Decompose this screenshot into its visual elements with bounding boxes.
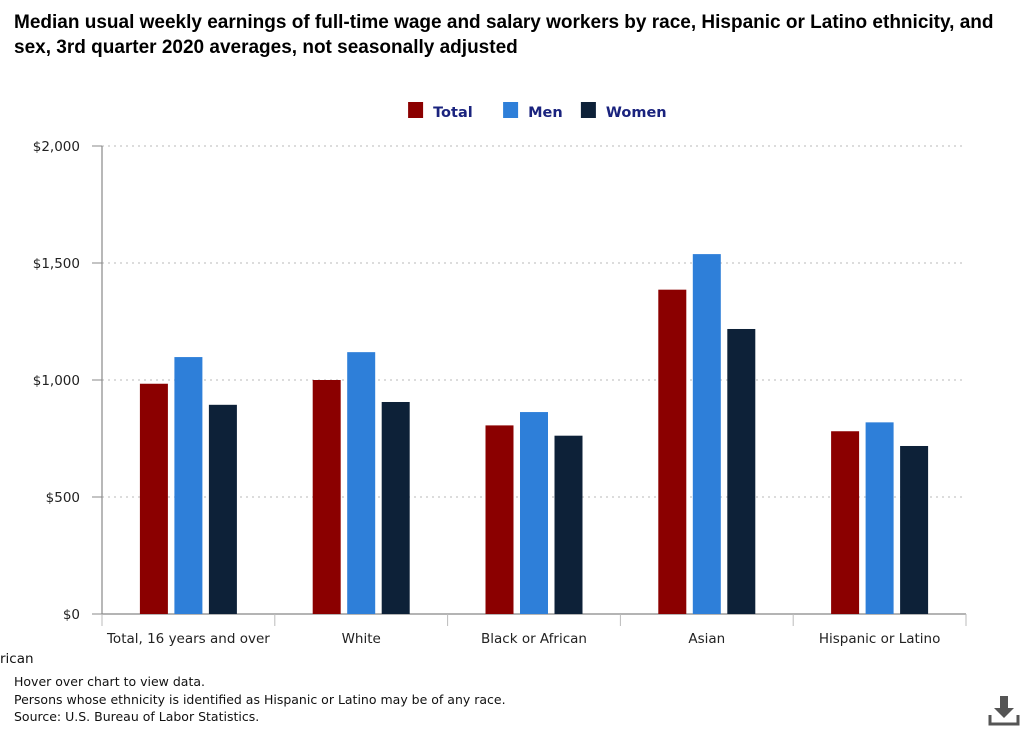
y-tick-label: $500 (46, 490, 80, 506)
bar-women[interactable]: Women, Asian: $1,218 (727, 328, 756, 614)
y-tick-label: $2,000 (33, 139, 80, 155)
bar-total[interactable]: Total, Asian: $1,386 (658, 289, 687, 614)
bar-chart[interactable]: Total Men Women $0 $500 $1,000 $1,500 $2,000 T… (0, 0, 1024, 660)
download-icon[interactable] (987, 693, 1021, 727)
x-axis: Total, 16 years and over White Black or Af… (101, 613, 967, 647)
bar-women[interactable]: Women, Black or African: $762 (554, 435, 583, 614)
bars[interactable]: Total, Total, 16 years and over: $984Men… (139, 254, 929, 614)
legend-label-women[interactable]: Women (606, 105, 667, 121)
footnote-hover: Hover over chart to view data. (14, 674, 205, 689)
bar-total[interactable]: Total, Black or African: $806 (485, 425, 514, 614)
footnote-source: Source: U.S. Bureau of Labor Statistics. (14, 709, 260, 724)
legend-swatch-men[interactable] (503, 102, 519, 118)
legend[interactable]: Total Men Women (408, 102, 667, 121)
y-tick-label: $1,000 (33, 373, 80, 389)
x-tick-label: Asian (688, 631, 725, 647)
x-tick-label: Black or African (481, 631, 587, 647)
bar-men[interactable]: Men, White: $1,119 (347, 352, 376, 614)
clipped-axis-label: rican (0, 651, 34, 667)
legend-swatch-women[interactable] (580, 102, 596, 118)
bar-men[interactable]: Men, Hispanic or Latino: $819 (865, 422, 894, 614)
bar-women[interactable]: Women, White: $906 (381, 401, 410, 614)
chart-title: Median usual weekly earnings of full-tim… (14, 12, 994, 58)
footnotes: Hover over chart to view data. Persons w… (14, 673, 506, 726)
x-tick-label: Total, 16 years and over (106, 631, 270, 647)
bar-total[interactable]: Total, Total, 16 years and over: $984 (139, 383, 168, 614)
bar-men[interactable]: Men, Black or African: $863 (520, 412, 548, 614)
y-tick-label: $1,500 (33, 256, 80, 272)
bar-total[interactable]: Total, Hispanic or Latino: $781 (831, 431, 860, 614)
legend-swatch-total[interactable] (408, 102, 424, 118)
footnote-ethnicity: Persons whose ethnicity is identified as… (14, 691, 506, 707)
y-tick-label: $0 (63, 607, 80, 623)
bar-women[interactable]: Women, Hispanic or Latino: $718 (900, 445, 929, 614)
y-axis: $0 $500 $1,000 $1,500 $2,000 (33, 139, 103, 623)
bar-women[interactable]: Women, Total, 16 years and over: $894 (208, 404, 237, 614)
bar-total[interactable]: Total, White: $1,000 (312, 380, 341, 614)
bar-men[interactable]: Men, Total, 16 years and over: $1,098 (174, 357, 203, 614)
legend-label-men[interactable]: Men (528, 105, 563, 121)
x-tick-label: Hispanic or Latino (819, 631, 941, 647)
x-tick-label: White (342, 631, 381, 647)
bar-men[interactable]: Men, Asian: $1,538 (692, 254, 721, 614)
legend-label-total[interactable]: Total (433, 105, 473, 121)
